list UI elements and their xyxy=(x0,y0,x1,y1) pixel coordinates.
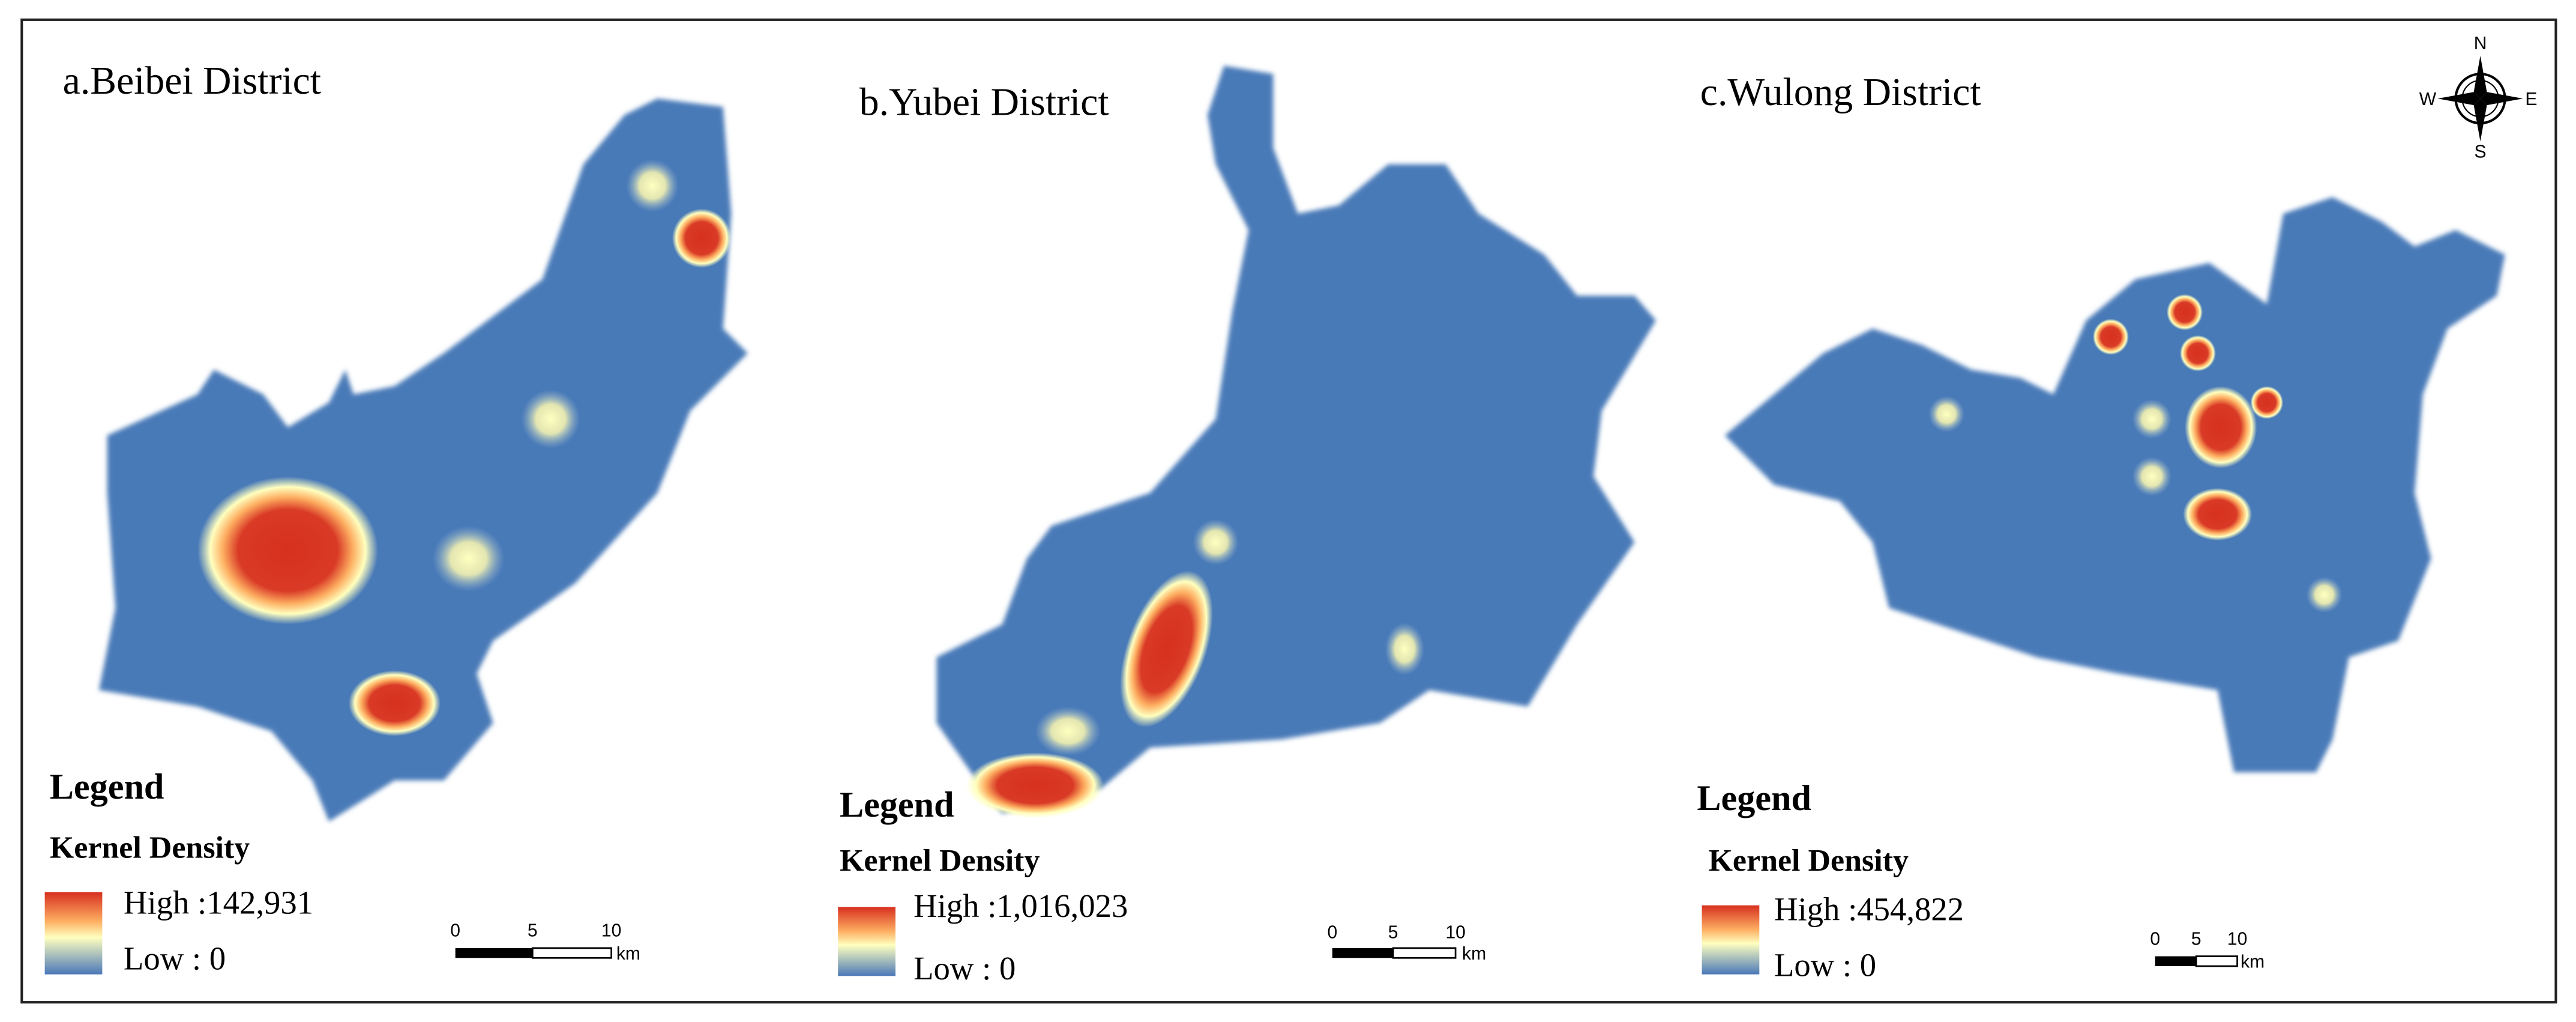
scale-label: 10 xyxy=(1445,922,1465,942)
panel-title: c.Wulong District xyxy=(1700,70,1981,114)
legend-low: Low : 0 xyxy=(913,950,1016,987)
legend-high: High :454,822 xyxy=(1774,890,1964,927)
legend-ramp xyxy=(44,892,103,975)
legend-subtitle: Kernel Density xyxy=(840,844,1040,878)
panel-title: a.Beibei District xyxy=(63,59,321,103)
legend-title: Legend xyxy=(50,767,164,807)
scale-bar: 0 5 10 km xyxy=(450,921,640,964)
scale-unit: km xyxy=(2240,952,2265,972)
compass: N S W E xyxy=(2419,34,2538,162)
scale-bar: 0 5 10 km xyxy=(1328,922,1487,964)
legend-subtitle: Kernel Density xyxy=(50,830,250,865)
legend-high: High :1,016,023 xyxy=(913,887,1128,924)
scale-label: 5 xyxy=(1388,922,1398,942)
legend-low: Low : 0 xyxy=(1774,946,1876,983)
legend-high: High :142,931 xyxy=(124,884,313,921)
legend-ramp xyxy=(838,907,896,976)
scale-unit: km xyxy=(1462,944,1486,964)
scale-bar: 0 5 10 km xyxy=(2150,929,2265,972)
legend-title: Legend xyxy=(840,785,954,825)
legend-ramp xyxy=(1702,905,1760,975)
scale-label: 0 xyxy=(2150,929,2160,949)
scale-label: 5 xyxy=(2191,929,2201,949)
beibei-map xyxy=(98,98,748,822)
legend-subtitle: Kernel Density xyxy=(1709,844,1909,878)
scale-unit: km xyxy=(616,944,640,964)
compass-w: W xyxy=(2419,89,2437,109)
compass-s: S xyxy=(2475,142,2487,162)
scale-label: 10 xyxy=(601,921,621,941)
scale-label: 0 xyxy=(1328,922,1338,942)
scale-label: 0 xyxy=(450,921,460,941)
legend-title: Legend xyxy=(1697,778,1811,818)
scale-label: 5 xyxy=(528,921,538,941)
yubei-map xyxy=(936,65,1656,818)
panel-title: b.Yubei District xyxy=(859,80,1109,124)
scale-label: 10 xyxy=(2227,929,2247,949)
legend-low: Low : 0 xyxy=(124,940,226,976)
wulong-map xyxy=(1724,197,2505,773)
compass-e: E xyxy=(2525,89,2537,109)
compass-n: N xyxy=(2474,34,2487,53)
